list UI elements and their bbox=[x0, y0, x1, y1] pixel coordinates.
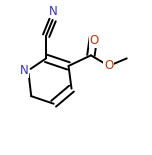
Text: N: N bbox=[49, 4, 58, 18]
Text: N: N bbox=[19, 64, 28, 77]
Text: O: O bbox=[89, 34, 98, 47]
Text: O: O bbox=[104, 59, 113, 72]
